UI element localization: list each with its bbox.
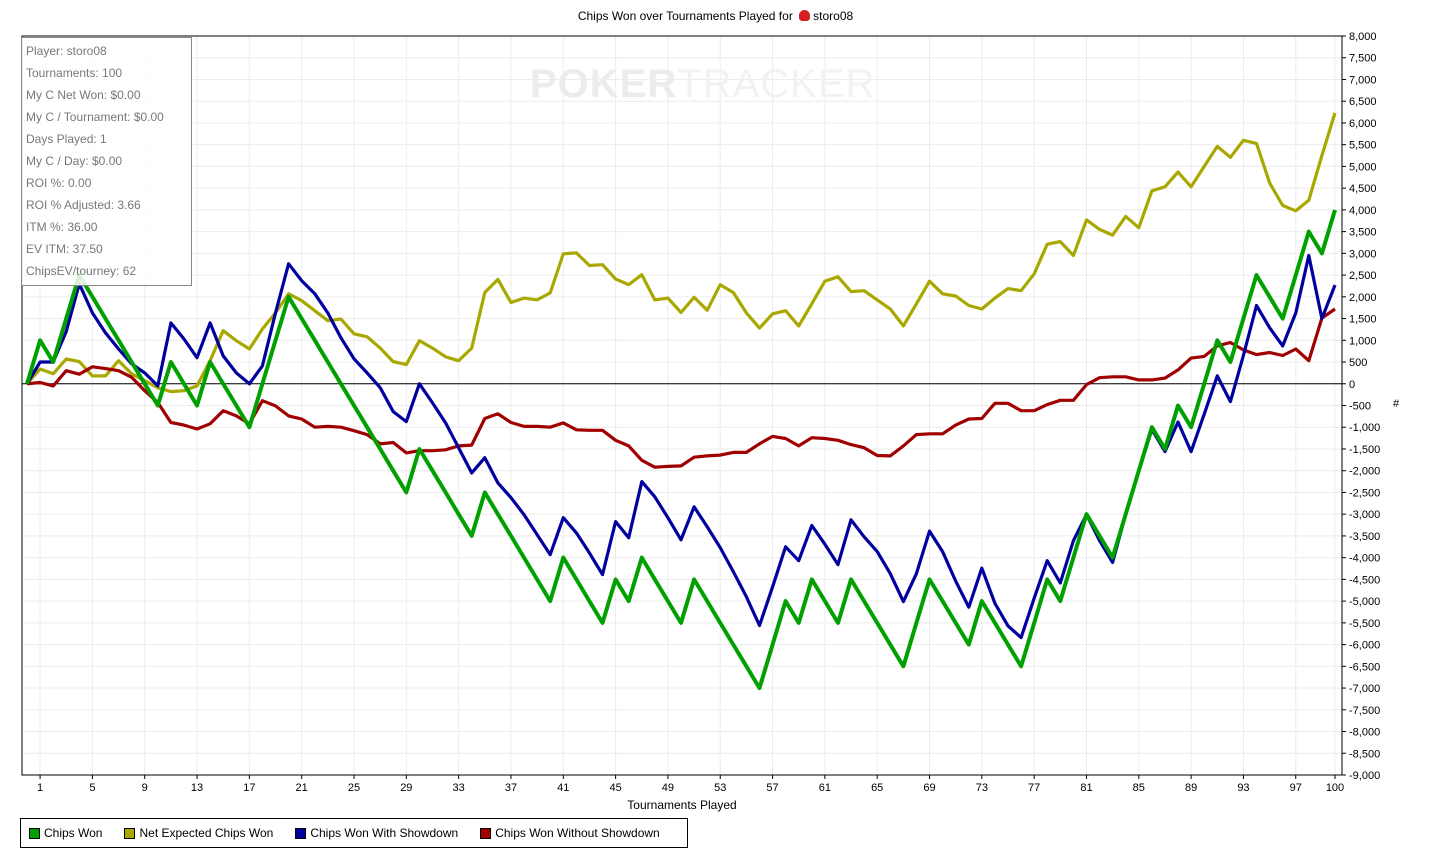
y-tick-label: -500 (1349, 401, 1371, 413)
y-tick-label: 1,000 (1349, 335, 1377, 347)
y-tick-label: -7,000 (1349, 683, 1380, 695)
y-tick-label: 1,500 (1349, 314, 1377, 326)
y-tick-label: -4,500 (1349, 574, 1380, 586)
spade-icon (799, 10, 811, 21)
stats-box: Player: storo08 Tournaments: 100 My C Ne… (21, 37, 192, 286)
legend-item-without-showdown: Chips Won Without Showdown (480, 826, 660, 840)
series-line-net-expected-chips-won (25, 112, 1337, 394)
legend: Chips Won Net Expected Chips Won Chips W… (20, 818, 688, 848)
x-tick-label: 17 (243, 782, 255, 794)
y-tick-label: -4,000 (1349, 553, 1380, 565)
legend-swatch (124, 827, 136, 839)
x-tick-label: 5 (89, 782, 95, 794)
x-tick-label: 77 (1028, 782, 1040, 794)
y-tick-label: 7,000 (1349, 74, 1377, 86)
y-tick-label: -7,500 (1349, 705, 1380, 717)
stat-ev-itm: EV ITM: 37.50 (26, 242, 103, 256)
y-tick-label: -3,500 (1349, 531, 1380, 543)
y-tick-label: 3,000 (1349, 248, 1377, 260)
y-tick-label: 6,500 (1349, 96, 1377, 108)
legend-item-net-expected: Net Expected Chips Won (124, 826, 273, 840)
x-tick-label: 97 (1290, 782, 1302, 794)
x-tick-label: 49 (662, 782, 674, 794)
y-tick-label: 4,500 (1349, 183, 1377, 195)
stat-tournaments: Tournaments: 100 (26, 66, 123, 80)
title-player: storo08 (813, 9, 854, 23)
y-axis-label: # (1393, 398, 1400, 410)
series-line-chips-won (25, 209, 1337, 691)
x-tick-label: 29 (400, 782, 412, 794)
legend-item-with-showdown: Chips Won With Showdown (295, 826, 458, 840)
x-tick-label: 25 (348, 782, 360, 794)
y-tick-label: 4,000 (1349, 205, 1377, 217)
stat-per-tournament: My C / Tournament: $0.00 (26, 110, 164, 124)
y-tick-label: 3,500 (1349, 227, 1377, 239)
x-tick-label: 53 (714, 782, 726, 794)
x-tick-label: 33 (453, 782, 465, 794)
y-tick-label: -9,000 (1349, 770, 1380, 782)
legend-swatch (295, 827, 307, 839)
stat-net-won: My C Net Won: $0.00 (26, 88, 141, 102)
x-tick-label: 41 (557, 782, 569, 794)
y-tick-label: 7,500 (1349, 53, 1377, 65)
x-tick-label: 69 (923, 782, 935, 794)
y-tick-label: -8,000 (1349, 727, 1380, 739)
x-tick-label: 85 (1133, 782, 1145, 794)
y-tick-label: -6,500 (1349, 661, 1380, 673)
x-tick-label: 37 (505, 782, 517, 794)
y-tick-label: 2,000 (1349, 292, 1377, 304)
title-text: Chips Won over Tournaments Played for (577, 9, 793, 23)
y-tick-label: 8,000 (1349, 31, 1377, 43)
x-tick-label: 81 (1080, 782, 1092, 794)
stat-player: Player: storo08 (26, 44, 107, 58)
y-tick-label: 6,000 (1349, 118, 1377, 130)
x-tick-label: 100 (1326, 782, 1344, 794)
x-tick-label: 57 (766, 782, 778, 794)
y-tick-label: -8,500 (1349, 748, 1380, 760)
x-tick-label: 89 (1185, 782, 1197, 794)
stat-chipsev: ChipsEV/tourney: 62 (26, 264, 137, 278)
y-tick-label: -3,000 (1349, 509, 1380, 521)
y-tick-label: -6,000 (1349, 640, 1380, 652)
x-tick-label: 13 (191, 782, 203, 794)
x-tick-label: 21 (296, 782, 308, 794)
x-tick-label: 45 (609, 782, 621, 794)
stat-itm: ITM %: 36.00 (26, 220, 98, 234)
legend-swatch (29, 827, 40, 839)
x-tick-label: 9 (142, 782, 148, 794)
x-tick-label: 61 (819, 782, 831, 794)
y-tick-label: 500 (1349, 357, 1367, 369)
y-tick-label: 5,000 (1349, 161, 1377, 173)
x-tick-label: 93 (1237, 782, 1249, 794)
y-tick-label: -1,000 (1349, 422, 1380, 434)
chart-title: Chips Won over Tournaments Played for st… (0, 9, 1431, 23)
y-tick-label: 2,500 (1349, 270, 1377, 282)
stat-per-day: My C / Day: $0.00 (26, 154, 123, 168)
x-tick-label: 73 (976, 782, 988, 794)
stat-roi: ROI %: 0.00 (26, 176, 92, 190)
y-tick-label: 5,500 (1349, 140, 1377, 152)
legend-swatch (480, 827, 492, 839)
y-tick-label: -5,500 (1349, 618, 1380, 630)
x-tick-label: 1 (37, 782, 43, 794)
y-tick-label: -2,500 (1349, 487, 1380, 499)
y-tick-label: -1,500 (1349, 444, 1380, 456)
x-tick-label: 65 (871, 782, 883, 794)
y-tick-label: 0 (1349, 379, 1355, 391)
pokertracker-watermark: POKERTRACKER (530, 62, 876, 106)
legend-item-chips-won: Chips Won (29, 826, 102, 840)
stat-roi-adjusted: ROI % Adjusted: 3.66 (26, 198, 141, 212)
y-tick-label: -2,000 (1349, 466, 1380, 478)
x-axis-label: Tournaments Played (627, 798, 737, 812)
y-tick-label: -5,000 (1349, 596, 1380, 608)
stat-days-played: Days Played: 1 (26, 132, 107, 146)
